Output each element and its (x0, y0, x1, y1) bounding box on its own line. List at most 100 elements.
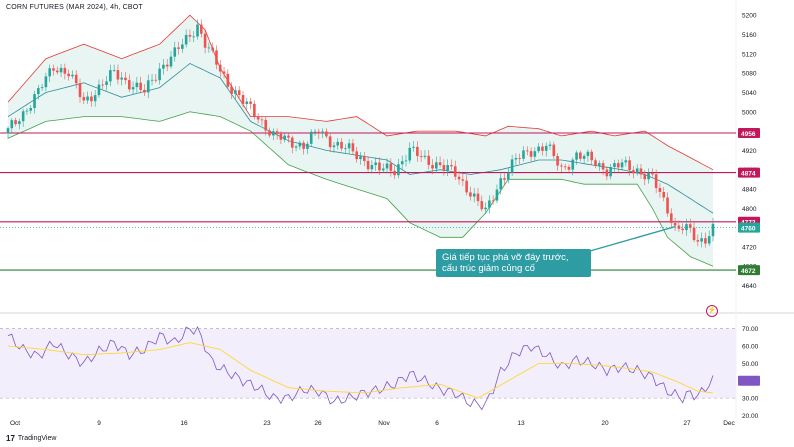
candle-body (579, 152, 582, 159)
candle-body (74, 74, 78, 84)
time-tick-label: 6 (435, 420, 439, 427)
candle-body (688, 224, 692, 228)
candle-body (541, 146, 544, 151)
candle-body (306, 143, 309, 149)
candle-body (181, 44, 184, 49)
candle-body (146, 80, 150, 93)
candle-body (552, 144, 556, 157)
candle-body (336, 141, 340, 146)
candle-body (647, 172, 650, 180)
candle-body (704, 238, 707, 244)
candle-body (601, 163, 605, 170)
candle-body (52, 68, 55, 71)
level-tag-4672 (738, 265, 760, 276)
candle-body (14, 120, 17, 125)
candle-body (37, 88, 40, 95)
candle-body (321, 131, 324, 134)
logo-mark: 17 (6, 434, 15, 443)
candle-body (400, 161, 404, 165)
candle-body (594, 160, 597, 166)
candle-body (567, 166, 571, 170)
candle-body (237, 90, 241, 96)
candle-body (192, 36, 196, 38)
candle-body (419, 156, 423, 157)
candle-body (362, 156, 366, 161)
candle-body (480, 201, 484, 210)
time-tick-label: 23 (263, 420, 271, 427)
candle-body (241, 95, 245, 105)
annotation-arrow (589, 225, 676, 252)
candle-body (499, 178, 503, 190)
candle-body (586, 151, 590, 156)
price-tick-label: 4920 (742, 148, 757, 155)
candle-body (613, 163, 616, 168)
candle-body (162, 64, 165, 69)
candle-body (268, 130, 271, 136)
candle-body (135, 82, 139, 88)
candle-body (677, 225, 681, 229)
candle-body (408, 147, 412, 161)
price-tick-label: 5080 (742, 71, 757, 78)
candle-body (325, 131, 328, 137)
candle-body (616, 163, 620, 168)
time-tick-label: 20 (601, 420, 609, 427)
candle-body (332, 145, 336, 148)
candle-body (313, 131, 317, 133)
candle-body (529, 151, 533, 157)
candle-body (453, 166, 457, 177)
candle-body (211, 47, 214, 51)
candle-body (154, 79, 158, 81)
candle-body (461, 179, 465, 181)
candle-body (681, 228, 684, 231)
candle-body (253, 103, 256, 117)
candle-body (340, 141, 343, 149)
candle-body (510, 159, 514, 173)
candle-body (556, 156, 559, 166)
candle-body (215, 50, 218, 65)
candle-body (150, 79, 154, 81)
candle-body (711, 223, 715, 237)
candle-body (143, 89, 146, 93)
candle-body (245, 101, 249, 105)
candle-body (651, 172, 654, 175)
lightning-icon[interactable]: ⚡ (706, 305, 718, 317)
price-tick-label: 5120 (742, 51, 757, 58)
candle-body (294, 146, 298, 148)
chart-title: CORN FUTURES (MAR 2024), 4h, CBOT (6, 4, 143, 11)
price-tick-label: 5160 (742, 32, 757, 39)
candle-body (563, 166, 567, 168)
tradingview-logo[interactable]: 17 TradingView (6, 434, 56, 443)
candle-body (112, 70, 116, 71)
candle-body (673, 222, 677, 226)
candle-body (298, 142, 302, 147)
current-price-tag (738, 222, 760, 233)
candle-body (692, 227, 696, 241)
candle-body (654, 174, 658, 189)
candle-body (381, 168, 385, 171)
candle-body (366, 160, 370, 170)
candle-body (423, 155, 427, 157)
candle-body (707, 236, 711, 244)
candle-body (169, 56, 173, 67)
candle-body (476, 193, 480, 202)
candle-body (344, 148, 347, 150)
candle-body (385, 163, 389, 169)
time-tick-label: Oct (10, 420, 20, 427)
candle-body (97, 84, 101, 96)
rsi-value-tag (738, 375, 760, 386)
candle-body (435, 162, 438, 169)
candle-body (302, 142, 305, 149)
candle-body (10, 120, 14, 129)
logo-text: TradingView (17, 435, 57, 442)
candle-body (317, 131, 321, 134)
candle-body (55, 70, 59, 73)
candle-body (685, 224, 688, 231)
time-tick-label: 27 (683, 420, 691, 427)
candle-body (127, 80, 131, 90)
price-tick-label: 4840 (742, 186, 757, 193)
candle-body (628, 160, 631, 171)
bollinger-lower-band (7, 111, 714, 267)
candle-body (200, 24, 203, 34)
time-tick-label: 9 (97, 420, 101, 427)
